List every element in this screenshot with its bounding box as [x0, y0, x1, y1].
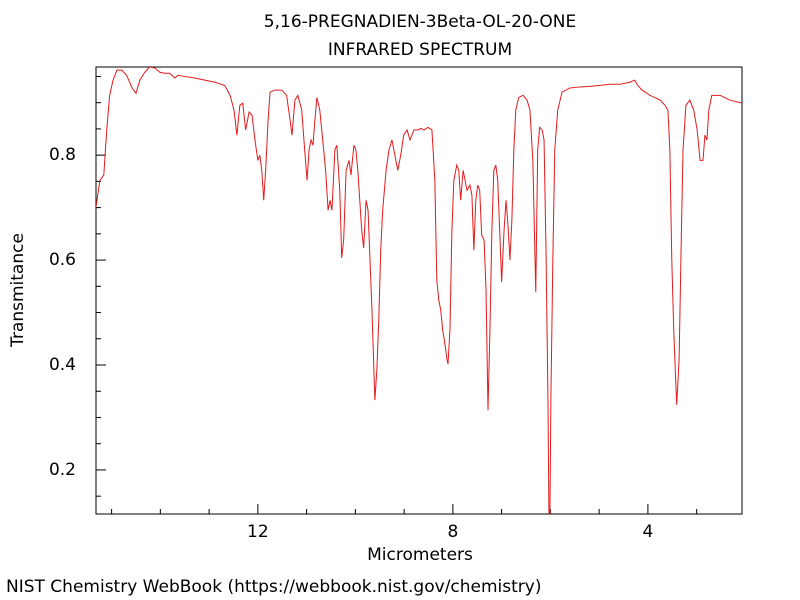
x-axis-label: Micrometers: [367, 545, 473, 565]
y-axis-label: Transmitance: [8, 233, 28, 348]
y-tick-label: 0.8: [49, 145, 76, 165]
y-tick-label: 0.2: [49, 460, 76, 480]
chart-subtitle: INFRARED SPECTRUM: [328, 40, 512, 60]
y-tick-label: 0.4: [49, 355, 76, 375]
x-tick-label: 4: [642, 522, 653, 542]
plot-frame: [95, 66, 743, 515]
spectrum-line: [96, 67, 742, 514]
x-tick-label: 8: [447, 522, 458, 542]
chart-title: 5,16-PREGNADIEN-3Beta-OL-20-ONE: [264, 12, 576, 32]
footer: NIST Chemistry WebBook (https://webbook.…: [6, 577, 541, 597]
y-tick-label: 0.6: [49, 250, 76, 270]
x-tick-label: 12: [247, 522, 269, 542]
